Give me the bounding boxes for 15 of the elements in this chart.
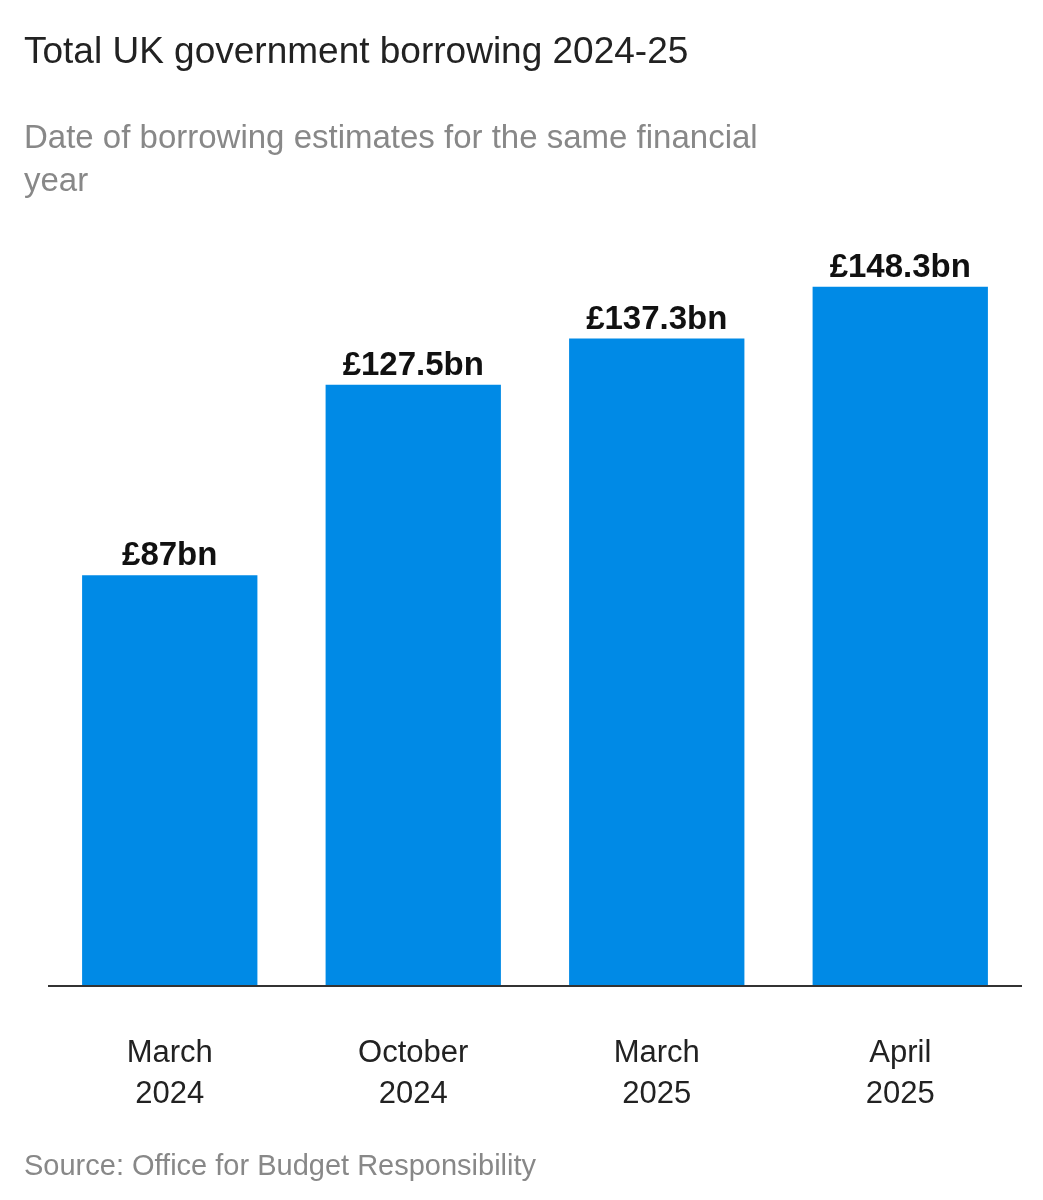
bar (812, 286, 988, 985)
source-note: Source: Office for Budget Responsibility (24, 1149, 537, 1181)
chart-title: Total UK government borrowing 2024-25 (24, 30, 689, 71)
x-tick-label: March 2025 (613, 1034, 700, 1110)
data-label: £127.5bn (342, 344, 484, 382)
chart-subtitle: Date of borrowing estimates for the same financial year (24, 118, 758, 198)
data-label: £148.3bn (829, 246, 971, 284)
bar (82, 575, 258, 985)
bar (569, 338, 745, 985)
x-tick-label: October 2024 (358, 1034, 469, 1110)
x-tick-label: April 2025 (865, 1034, 935, 1110)
data-label: £137.3bn (586, 298, 728, 336)
data-label: £87bn (122, 535, 218, 573)
x-tick-label: March 2024 (126, 1034, 213, 1110)
bar (325, 384, 501, 985)
